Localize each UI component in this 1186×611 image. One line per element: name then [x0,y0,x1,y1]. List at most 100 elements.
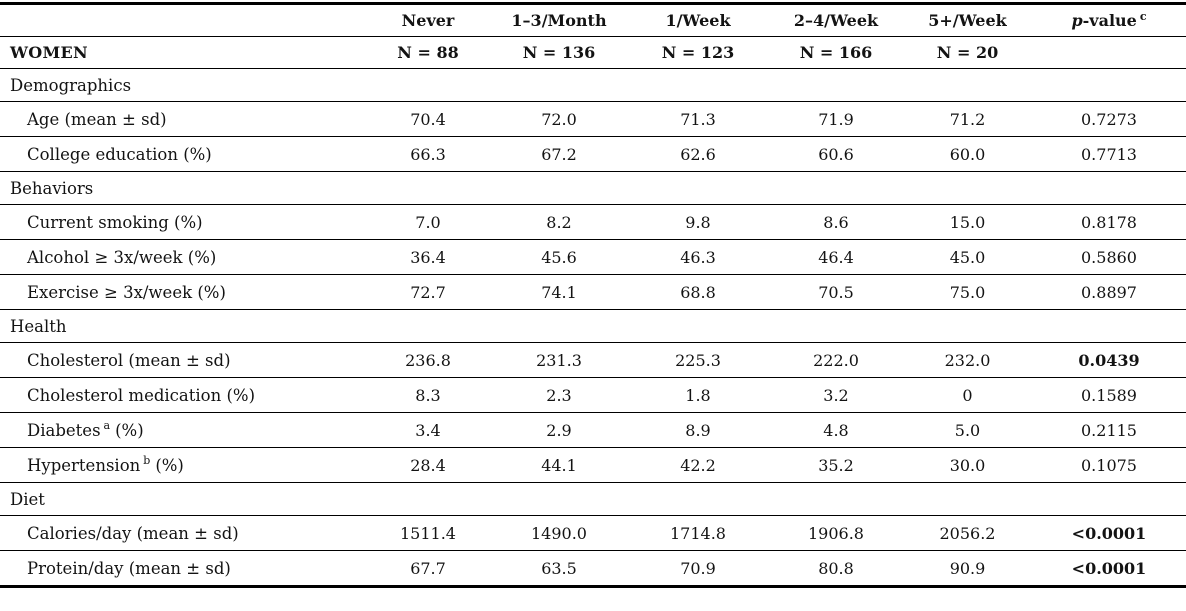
superscript-a: a [103,419,111,432]
cell-value: 1906.8 [769,515,903,551]
cell-value: 60.0 [903,136,1032,172]
cell-value: 9.8 [627,204,769,240]
row-label: Protein/day (mean ± sd) [0,550,365,587]
cell-value: 71.3 [627,101,769,137]
cell-value: 3.2 [769,377,903,413]
cell-value: 5.0 [903,412,1032,448]
cell-value: 44.1 [491,447,627,483]
row-label: Current smoking (%) [0,204,365,240]
cell-value: 70.9 [627,550,769,587]
cell-value: 70.4 [365,101,491,137]
row-label: College education (%) [0,136,365,172]
cell-value: 45.0 [903,239,1032,275]
cell-value: 222.0 [769,342,903,378]
p-value-italic: p [1071,11,1083,30]
cell-value: 231.3 [491,342,627,378]
row-label: Exercise ≥ 3x/week (%) [0,274,365,310]
cell-value: 236.8 [365,342,491,378]
p-value-cell: 0.2115 [1032,412,1186,448]
cell-value: 75.0 [903,274,1032,310]
n-count-2-4-week: N = 166 [769,36,903,69]
cell-value: 4.8 [769,412,903,448]
section-row-diet: Diet [0,482,1186,516]
cell-value: 67.2 [491,136,627,172]
row-label: Age (mean ± sd) [0,101,365,137]
section-row-health: Health [0,309,1186,343]
section-title: Demographics [0,68,1186,102]
table-row-hypertension: Hypertension b (%) 28.4 44.1 42.2 35.2 30.… [0,447,1186,483]
table-row-protein: Protein/day (mean ± sd) 67.7 63.5 70.9 8… [0,550,1186,587]
p-value-cell: <0.0001 [1032,515,1186,551]
row-label: Diabetes a (%) [0,412,365,448]
cell-value: 35.2 [769,447,903,483]
table-row-exercise: Exercise ≥ 3x/week (%) 72.7 74.1 68.8 70… [0,274,1186,310]
cell-value: 62.6 [627,136,769,172]
group-label-women: WOMEN [0,36,365,69]
n-count-never: N = 88 [365,36,491,69]
cell-value: 1.8 [627,377,769,413]
p-value-cell: 0.5860 [1032,239,1186,275]
section-row-behaviors: Behaviors [0,171,1186,205]
p-value-cell: 0.8178 [1032,204,1186,240]
cell-value: 46.4 [769,239,903,275]
row-label: Cholesterol (mean ± sd) [0,342,365,378]
cell-value: 8.6 [769,204,903,240]
cell-value: 72.0 [491,101,627,137]
cell-value: 71.9 [769,101,903,137]
p-value-cell: 0.0439 [1032,342,1186,378]
cell-value: 63.5 [491,550,627,587]
column-header-1-week: 1/Week [627,3,769,37]
cell-value: 8.3 [365,377,491,413]
empty-header-cell [0,3,365,37]
table-row-current-smoking: Current smoking (%) 7.0 8.2 9.8 8.6 15.0… [0,204,1186,240]
group-header-row: WOMEN N = 88 N = 136 N = 123 N = 166 N =… [0,36,1186,69]
cell-value: 68.8 [627,274,769,310]
cell-value: 8.2 [491,204,627,240]
section-title: Behaviors [0,171,1186,205]
cell-value: 225.3 [627,342,769,378]
cell-value: 3.4 [365,412,491,448]
p-value-cell: <0.0001 [1032,550,1186,587]
table-row-age: Age (mean ± sd) 70.4 72.0 71.3 71.9 71.2… [0,101,1186,137]
cell-value: 0 [903,377,1032,413]
row-label: Alcohol ≥ 3x/week (%) [0,239,365,275]
cell-value: 46.3 [627,239,769,275]
table-row-cholesterol: Cholesterol (mean ± sd) 236.8 231.3 225.… [0,342,1186,378]
cell-value: 2.9 [491,412,627,448]
table-row-calories: Calories/day (mean ± sd) 1511.4 1490.0 1… [0,515,1186,551]
p-value-cell: 0.8897 [1032,274,1186,310]
column-header-never: Never [365,3,491,37]
section-title: Diet [0,482,1186,516]
cell-value: 70.5 [769,274,903,310]
cell-value: 30.0 [903,447,1032,483]
table-row-alcohol: Alcohol ≥ 3x/week (%) 36.4 45.6 46.3 46.… [0,239,1186,275]
cell-value: 60.6 [769,136,903,172]
p-value-cell: 0.1589 [1032,377,1186,413]
cell-value: 45.6 [491,239,627,275]
table-row-college-education: College education (%) 66.3 67.2 62.6 60.… [0,136,1186,172]
women-statistics-table: Never 1–3/Month 1/Week 2–4/Week 5+/Week … [0,2,1186,588]
cell-value: 2056.2 [903,515,1032,551]
cell-value: 90.9 [903,550,1032,587]
cell-value: 28.4 [365,447,491,483]
empty-p-cell [1032,36,1186,69]
column-header-2-4-week: 2–4/Week [769,3,903,37]
p-value-cell: 0.7713 [1032,136,1186,172]
n-count-1-3-month: N = 136 [491,36,627,69]
p-value-superscript-c: c [1139,9,1147,23]
cell-value: 1714.8 [627,515,769,551]
table-row-diabetes: Diabetes a (%) 3.4 2.9 8.9 4.8 5.0 0.2115 [0,412,1186,448]
cell-value: 74.1 [491,274,627,310]
n-count-1-week: N = 123 [627,36,769,69]
section-row-demographics: Demographics [0,68,1186,102]
cell-value: 7.0 [365,204,491,240]
cell-value: 15.0 [903,204,1032,240]
column-header-row: Never 1–3/Month 1/Week 2–4/Week 5+/Week … [0,3,1186,37]
row-label: Cholesterol medication (%) [0,377,365,413]
section-title: Health [0,309,1186,343]
cell-value: 36.4 [365,239,491,275]
table-row-cholesterol-medication: Cholesterol medication (%) 8.3 2.3 1.8 3… [0,377,1186,413]
cell-value: 72.7 [365,274,491,310]
p-value-cell: 0.7273 [1032,101,1186,137]
cell-value: 80.8 [769,550,903,587]
